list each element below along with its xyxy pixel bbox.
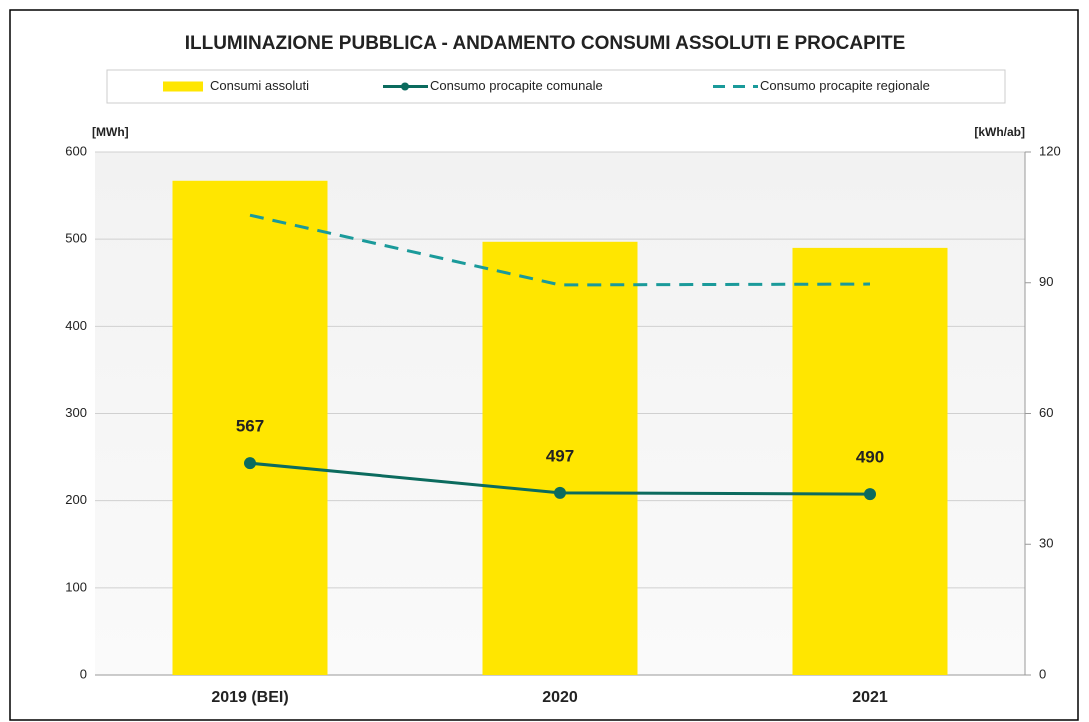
chart-title: ILLUMINAZIONE PUBBLICA - ANDAMENTO CONSU… bbox=[185, 33, 906, 54]
marker bbox=[554, 486, 566, 499]
legend-marker bbox=[401, 82, 409, 91]
y2-axis-label: [kWh/ab] bbox=[974, 125, 1025, 139]
y2-tick-label: 30 bbox=[1039, 536, 1053, 551]
y-tick-label: 0 bbox=[80, 666, 87, 681]
legend-label: Consumi assoluti bbox=[210, 78, 309, 93]
x-tick-label: 2019 (BEI) bbox=[211, 689, 288, 706]
x-tick-label: 2021 bbox=[852, 689, 888, 706]
line bbox=[249, 213, 871, 287]
y2-tick-label: 0 bbox=[1039, 666, 1046, 681]
data-label: 567 bbox=[236, 417, 264, 436]
x-tick-label: 2020 bbox=[542, 689, 578, 706]
bar bbox=[482, 241, 638, 675]
y-tick-label: 400 bbox=[65, 318, 87, 333]
legend bbox=[106, 69, 1006, 104]
y2-tick-label: 120 bbox=[1039, 143, 1061, 158]
y-axis-label: [MWh] bbox=[92, 125, 129, 139]
y2-tick-label: 90 bbox=[1039, 274, 1053, 289]
y-tick-label: 100 bbox=[65, 579, 87, 594]
y-tick-label: 600 bbox=[65, 143, 87, 158]
marker bbox=[864, 488, 876, 501]
y-tick-label: 500 bbox=[65, 231, 87, 246]
y2-tick-label: 60 bbox=[1039, 405, 1053, 420]
legend-label: Consumo procapite comunale bbox=[430, 78, 603, 93]
y-tick-label: 200 bbox=[65, 492, 87, 507]
bar bbox=[792, 247, 948, 675]
bar bbox=[172, 180, 328, 675]
y-tick-label: 300 bbox=[65, 405, 87, 420]
legend-label: Consumo procapite regionale bbox=[760, 78, 930, 93]
marker bbox=[244, 457, 256, 470]
data-label: 497 bbox=[546, 446, 574, 465]
data-label: 490 bbox=[856, 448, 884, 467]
legend-swatch bbox=[163, 81, 203, 92]
